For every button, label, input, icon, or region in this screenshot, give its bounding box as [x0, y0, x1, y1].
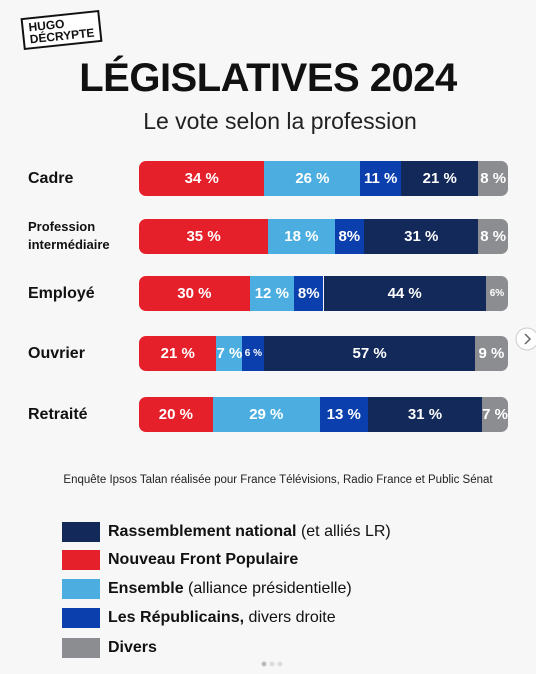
value-label: 29 % [249, 406, 284, 423]
legend-entry: Les Républicains, divers droite [108, 608, 336, 628]
legend-name: Divers [108, 639, 157, 656]
legend-swatch [62, 579, 100, 599]
value-label: 57 % [352, 345, 387, 362]
value-label: 8 % [480, 228, 507, 245]
value-label: 31 % [404, 228, 439, 245]
bar-segment: 13 % [319, 397, 368, 432]
bar-segment: 11 % [360, 161, 401, 196]
bar-segment: 18 % [268, 219, 335, 254]
value-label: 6% [489, 288, 505, 299]
category-label: Ouvrier [28, 344, 85, 362]
dot [277, 661, 283, 667]
dot [269, 661, 275, 667]
value-label: 26 % [295, 170, 330, 187]
legend-name: Rassemblement national [108, 523, 297, 540]
bar-row: 34 % 26 % 11 % 21 % 8 % [139, 161, 508, 196]
bar-segment: 12 % [249, 276, 294, 311]
legend-swatch [62, 638, 100, 658]
category-label: Employé [28, 284, 95, 302]
value-label: 6 % [244, 348, 262, 359]
value-label: 18 % [284, 228, 319, 245]
bar-segment: 21 % [400, 161, 479, 196]
value-label: 31 % [407, 406, 443, 423]
bar-segment: 9 % [474, 336, 508, 371]
value-label: 8% [338, 228, 361, 245]
category-label: Cadre [28, 169, 74, 187]
bar-segment: 31 % [364, 219, 479, 254]
logo: HUGO DÉCRYPTE [20, 9, 103, 51]
chart-subtitle: Le vote selon la profession [143, 108, 417, 134]
value-label: 7 % [482, 406, 508, 423]
value-label: 11 % [363, 170, 398, 187]
value-label: 35 % [186, 228, 221, 245]
next-arrow[interactable] [514, 326, 536, 352]
value-label: 21 % [160, 345, 195, 362]
value-label: 34 % [184, 170, 219, 187]
bar-segment: 8 % [478, 161, 508, 196]
value-label: 44 % [387, 285, 422, 302]
legend-name: Les Républicains, [108, 609, 245, 626]
bar-segment: 20 % [139, 397, 213, 432]
value-label: 7 % [216, 345, 243, 362]
bar-row: 35 % 18 % 8% 31 % 8 % [139, 219, 508, 254]
bar-segment: 26 % [264, 161, 361, 196]
value-label: 21 % [422, 170, 457, 187]
bar-segment: 30 % [139, 276, 250, 311]
bar-segment: 8% [293, 276, 324, 311]
value-label: 20 % [158, 406, 193, 423]
bar-row: 30 % 12 % 8% 44 % 6% [139, 276, 508, 311]
legend-swatch [62, 550, 100, 570]
bar-segment: 21 % [139, 336, 217, 371]
legend-name: Ensemble [108, 580, 184, 597]
legend-detail: (alliance présidentielle) [188, 580, 352, 597]
category-label: Retraité [28, 405, 88, 423]
legend-entry: Rassemblement national (et alliés LR) [108, 522, 391, 542]
chart-title: LÉGISLATIVES 2024 [79, 56, 457, 100]
value-label: 30 % [177, 285, 212, 302]
bar-segment: 57 % [264, 336, 475, 371]
legend-detail: (et alliés LR) [300, 523, 391, 540]
legend-detail: divers droite [248, 609, 336, 626]
bar-segment: 6 % [242, 336, 265, 371]
value-label: 8% [297, 285, 320, 302]
arrow-icon [524, 333, 532, 345]
value-label: 9 % [478, 345, 505, 362]
value-label: 12 % [254, 285, 289, 302]
bar-segment: 29 % [212, 397, 320, 432]
category-label: Profession intermédiaire [28, 219, 110, 252]
value-label: 13 % [326, 406, 361, 423]
bar-segment: 34 % [139, 161, 265, 196]
page-dots [261, 661, 283, 667]
source-note: Enquête Ipsos Talan réalisée pour France… [63, 474, 493, 486]
legend-entry: Divers [108, 638, 157, 658]
bar-segment: 35 % [139, 219, 269, 254]
bar-segment: 44 % [323, 276, 486, 311]
next-button[interactable] [515, 327, 536, 351]
bar-segment: 8 % [478, 219, 508, 254]
legend-swatch [62, 608, 100, 628]
dot [261, 661, 267, 667]
legend-swatch [62, 522, 100, 542]
bar-segment: 31 % [367, 397, 483, 432]
bar-segment: 7 % [216, 336, 242, 371]
bar-segment: 7 % [482, 397, 508, 432]
legend-name: Nouveau Front Populaire [108, 551, 299, 568]
bar-segment: 8% [334, 219, 365, 254]
legend-entry: Ensemble (alliance présidentielle) [108, 579, 352, 599]
bar-segment: 6% [485, 276, 508, 311]
value-label: 8 % [480, 170, 507, 187]
bar-row: 20 % 29 % 13 % 31 % 7 % [139, 397, 508, 432]
bar-row: 21 % 7 % 6 % 57 % 9 % [139, 336, 508, 371]
legend-entry: Nouveau Front Populaire [108, 550, 298, 570]
